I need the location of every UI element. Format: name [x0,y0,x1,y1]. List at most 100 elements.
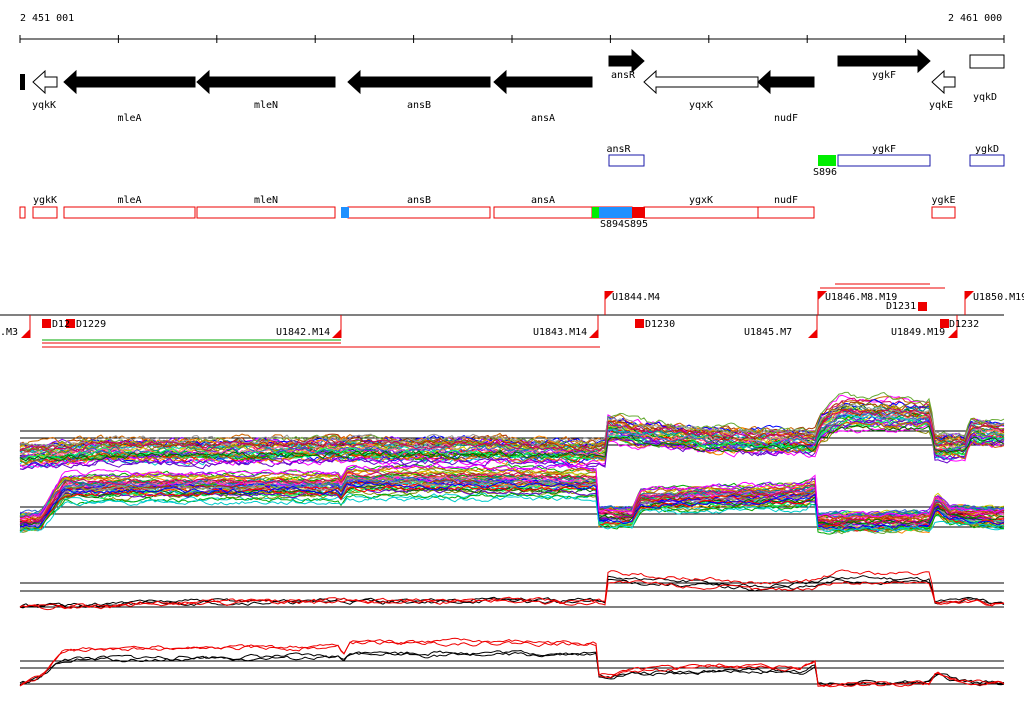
minus-box-fragment [19,206,26,219]
profile-panel-4-red [19,637,1005,688]
promoter-terminator-track [0,283,1004,348]
segment-S894[interactable] [599,207,632,218]
gene-arrow-ygkF[interactable] [837,48,931,74]
plus-box-ygkD[interactable] [969,154,1005,167]
minus-label-ygkK: ygkK [33,195,58,206]
minus-label-ygxK: ygxK [689,195,714,206]
profile-curve [19,484,1005,533]
gene-arrow-yqkD[interactable] [969,54,1005,69]
gene-label-ygkF: ygkF [872,70,897,81]
minus-box-mleN[interactable] [196,206,336,219]
upstream-label-U1846: U1846.M8.M19 [825,292,898,303]
gene-arrow-yqkK[interactable] [32,69,58,95]
minus-box-ansB[interactable] [347,206,491,219]
profile-curve [19,575,1005,609]
gene-label-nudF: nudF [774,113,799,124]
downstream-label-D1229: D1229 [76,319,107,330]
gene-label-yqkD: yqkD [973,92,998,103]
minus-label-mleA: mleA [117,195,142,206]
gene-arrow-yqkE[interactable] [931,69,956,95]
terminator-box [918,302,927,311]
end-coordinate: 2 461 000 [948,13,1003,24]
gene-arrow-ansR[interactable] [608,48,645,74]
downstream-label-D1230: D1230 [645,319,676,330]
profile-curve [19,424,1005,462]
promoter-flag [332,329,341,338]
start-coordinate: 2 451 001 [20,13,75,24]
promoter-flag [589,329,598,338]
profile-panel-4 [19,649,1005,687]
terminator-box [635,319,644,328]
minus-box-mleA[interactable] [63,206,196,219]
segment-S896[interactable] [818,155,836,166]
upstream-label-U1850: U1850.M19 [973,292,1024,303]
upstream-label-U1842: U1842.M14 [276,327,331,338]
segment-label-S894: S894 [600,219,625,230]
profile-curve [19,420,1005,471]
gene-arrow-yqxK[interactable] [643,69,759,95]
gene-arrow-ansA[interactable] [493,69,593,95]
promoter-flag [965,291,974,300]
gene-label-ansA: ansA [531,113,556,124]
gene-label-mleA: mleA [117,113,142,124]
upstream-label-U1843: U1843.M14 [533,327,588,338]
gene-fragment-left [20,74,25,90]
profile-panel-3-red [19,569,1005,611]
minus-label-nudF: nudF [774,195,799,206]
minus-box-ygkK[interactable] [32,206,58,219]
segment-S895[interactable] [632,207,645,218]
minus-box-ygkE[interactable] [931,206,956,219]
promoter-flag [818,291,827,300]
upstream-label-U1844: U1844.M4 [612,292,661,303]
minus-label-ansA: ansA [531,195,556,206]
gene-arrow-mleN[interactable] [196,69,336,95]
promoter-flag [948,329,957,338]
profile-curve [19,492,1005,535]
promoter-flag [21,329,30,338]
profile-curve [19,425,1005,468]
profile-curve [19,639,1005,687]
promoter-flag [808,329,817,338]
gene-arrow-ansB[interactable] [347,69,491,95]
segment-green-small [592,207,599,218]
profile-curve [19,408,1005,452]
profile-curve [19,406,1005,458]
downstream-label-D1232: D1232 [949,319,980,330]
terminator-box [42,319,51,328]
plus-label-ygkD: ygkD [975,144,1000,155]
gene-label-yqxK: yqxK [689,100,714,111]
profile-curve [19,637,1005,688]
plus-strand-track [608,154,1005,167]
profile-panel-2 [19,462,1005,535]
profile-curve [19,484,1005,527]
profile-curve [19,651,1005,687]
upstream-label-U1845: U1845.M7 [744,327,793,338]
segment-label-S896: S896 [813,167,838,178]
profile-curve [19,421,1005,464]
gene-arrow-mleA[interactable] [63,69,196,95]
gene-label-mleN: mleN [254,100,279,111]
gene-arrow-nudF[interactable] [757,69,815,95]
segment-label-S895: S895 [624,219,649,230]
terminator-box [940,319,949,328]
plus-box-ansR[interactable] [608,154,645,167]
coordinate-ruler [19,35,1005,43]
minus-label-ygkE: ygkE [931,195,956,206]
profile-panel-1 [19,391,1005,471]
minus-box-nudF[interactable] [757,206,815,219]
upstream-label-M3: .M3 [0,327,19,338]
minus-box-ygxK[interactable] [643,206,759,219]
minus-strand-track [19,206,956,219]
downstream-label-D1231: D1231 [886,301,917,312]
segment-blue-small [341,207,349,218]
minus-label-ansB: ansB [407,195,432,206]
upstream-label-U1849: U1849.M19 [891,327,946,338]
plus-box-ygkF[interactable] [837,154,931,167]
gene-label-yqkE: yqkE [929,100,954,111]
promoter-flag [605,291,614,300]
downstream-label-D12: D12 [52,319,71,330]
profile-curve [19,495,1005,533]
minus-box-ansA[interactable] [493,206,593,219]
profile-curve [19,403,1005,448]
